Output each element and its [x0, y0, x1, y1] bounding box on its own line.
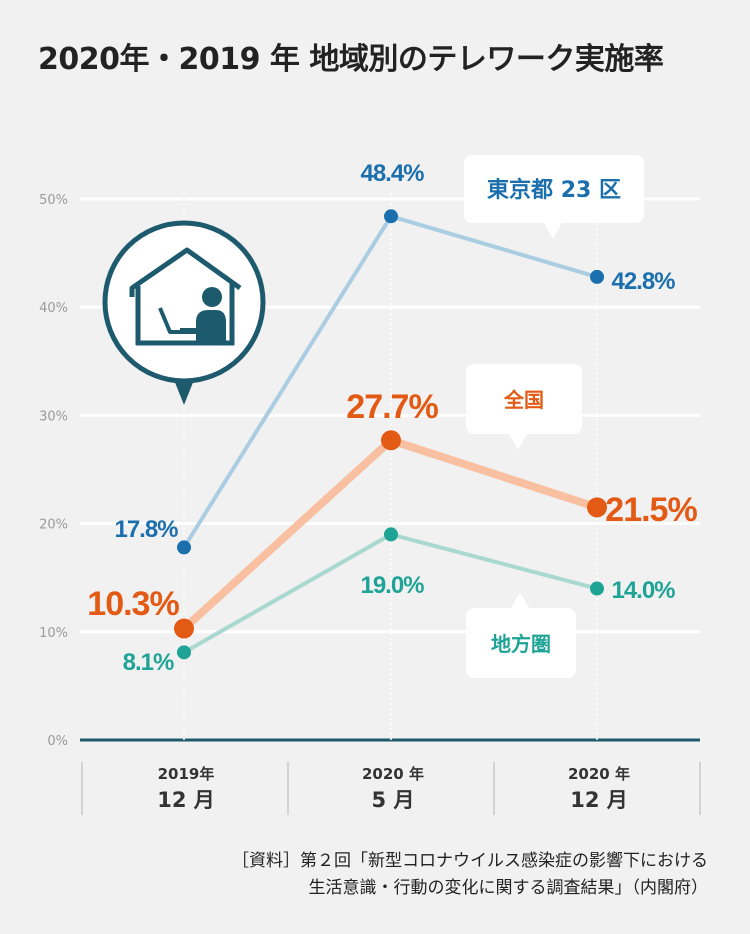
legend-callout-box — [466, 608, 576, 678]
legend-label: 地方圏 — [491, 632, 551, 656]
data-label: 10.3% — [87, 585, 179, 623]
y-tick-label: 30% — [39, 409, 68, 424]
data-point — [384, 209, 398, 224]
laptop — [158, 307, 196, 334]
data-label: 17.8% — [114, 516, 178, 543]
y-tick-label: 50% — [39, 193, 68, 208]
data-label: 42.8% — [611, 268, 675, 295]
data-label: 19.0% — [360, 572, 424, 599]
x-tick-year: 2020 年 — [362, 765, 424, 783]
callout-pointer — [511, 592, 529, 608]
data-label: 8.1% — [123, 649, 174, 676]
series-markers — [174, 209, 607, 660]
data-label: 21.5% — [605, 491, 697, 529]
data-label: 48.4% — [360, 160, 424, 187]
person-head — [202, 287, 222, 307]
source-line-2: 生活意識・行動の変化に関する調査結果」（内閣府） — [308, 878, 709, 898]
callout-pointer — [509, 434, 527, 450]
data-label: 27.7% — [346, 388, 438, 426]
y-tick-label: 0% — [47, 734, 68, 749]
callout-pointer — [544, 223, 562, 239]
x-tick-month: 5 月 — [372, 788, 415, 812]
data-point — [177, 645, 191, 660]
y-tick-label: 10% — [39, 626, 68, 641]
chart-title: 2020年・2019 年 地域別のテレワーク実施率 — [38, 42, 664, 77]
data-point — [177, 540, 191, 555]
y-tick-label: 40% — [39, 301, 68, 316]
person-body — [196, 310, 226, 343]
y-tick-labels: 0% 10% 20% 30% 40% 50% — [39, 193, 68, 749]
x-tick-month: 12 月 — [157, 788, 215, 812]
telework-home-icon — [102, 220, 266, 405]
data-point — [590, 581, 604, 596]
data-point — [174, 618, 194, 639]
legend-callout-box — [466, 364, 582, 434]
source-line-1: ［資料］第２回「新型コロナウイルス感染症の影響下における — [232, 851, 708, 871]
icon-pointer — [174, 380, 194, 405]
data-point — [587, 497, 607, 518]
legend-label: 東京都 23 区 — [487, 177, 621, 203]
data-point — [590, 269, 604, 284]
legend-label: 全国 — [503, 388, 544, 412]
data-labels: 17.8% 48.4% 42.8% 10.3% 27.7% 21.5% 8.1% 19.0% 1… — [87, 160, 698, 676]
data-label: 14.0% — [611, 577, 675, 604]
data-point — [384, 527, 398, 542]
x-tick-year: 2020 年 — [568, 765, 630, 783]
data-point — [381, 430, 401, 451]
y-tick-label: 20% — [39, 518, 68, 533]
x-tick-month: 12 月 — [570, 788, 628, 812]
x-axis: 2019年 12 月 2020 年 5 月 2020 年 12 月 — [81, 762, 701, 815]
x-tick-year: 2019年 — [158, 765, 215, 783]
source-note: ［資料］第２回「新型コロナウイルス感染症の影響下における 生活意識・行動の変化に… — [232, 848, 708, 902]
legend-callout-box — [464, 155, 644, 223]
